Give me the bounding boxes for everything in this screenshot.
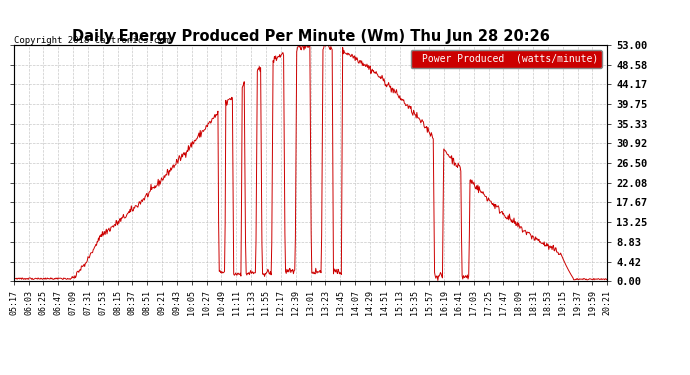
Text: Copyright 2018 Cartronics.com: Copyright 2018 Cartronics.com <box>14 36 170 45</box>
Title: Daily Energy Produced Per Minute (Wm) Thu Jun 28 20:26: Daily Energy Produced Per Minute (Wm) Th… <box>72 29 549 44</box>
Legend: Power Produced  (watts/minute): Power Produced (watts/minute) <box>411 50 602 68</box>
